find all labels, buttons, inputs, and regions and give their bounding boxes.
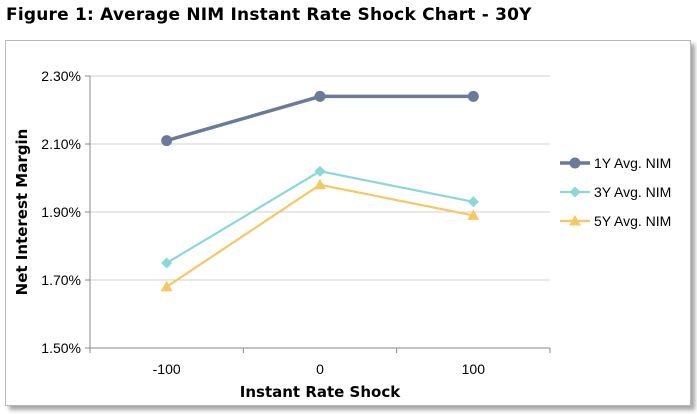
series-line bbox=[164, 94, 476, 143]
data-point bbox=[161, 257, 173, 269]
y-tick-label: 1.70% bbox=[41, 272, 81, 288]
data-point bbox=[314, 178, 326, 190]
legend-entry: 5Y Avg. NIM bbox=[560, 213, 671, 229]
y-tick-label: 1.90% bbox=[41, 204, 81, 220]
gridlines bbox=[90, 75, 550, 281]
y-tick-label: 2.10% bbox=[41, 136, 81, 152]
series-3y-avg-nim bbox=[161, 165, 479, 269]
series-5y-avg-nim bbox=[160, 178, 480, 292]
data-point bbox=[160, 280, 173, 292]
figure-title: Figure 1: Average NIM Instant Rate Shock… bbox=[6, 5, 532, 25]
legend-label: 5Y Avg. NIM bbox=[594, 213, 671, 229]
series-1y-avg-nim bbox=[161, 90, 479, 147]
x-axis-title: Instant Rate Shock bbox=[240, 383, 401, 401]
data-point bbox=[467, 196, 479, 208]
y-tick-label: 1.50% bbox=[41, 340, 81, 356]
data-point bbox=[314, 90, 326, 102]
data-point bbox=[467, 209, 480, 220]
legend: 1Y Avg. NIM 3Y Avg. NIM 5Y Avg. NIM bbox=[560, 155, 671, 229]
x-tick-label: -100 bbox=[153, 361, 181, 377]
y-axis-title: Net Interest Margin bbox=[13, 129, 31, 296]
legend-label: 3Y Avg. NIM bbox=[594, 184, 671, 200]
series bbox=[160, 90, 480, 292]
legend-entry: 1Y Avg. NIM bbox=[560, 155, 671, 171]
data-point bbox=[467, 90, 479, 102]
axes: 1.50% 1.70% 1.90% 2.10% 2.30% -100 0 100 bbox=[41, 68, 551, 377]
y-tick-label: 2.30% bbox=[41, 68, 81, 84]
x-tick-label: 100 bbox=[462, 361, 486, 377]
data-point bbox=[314, 165, 326, 177]
legend-entry: 3Y Avg. NIM bbox=[560, 184, 671, 200]
legend-swatch-marker bbox=[569, 186, 581, 198]
legend-label: 1Y Avg. NIM bbox=[594, 155, 671, 171]
data-point bbox=[161, 135, 173, 147]
x-tick-label: 0 bbox=[316, 361, 324, 377]
legend-swatch-marker bbox=[569, 157, 581, 169]
legend-swatch-marker bbox=[569, 215, 581, 226]
